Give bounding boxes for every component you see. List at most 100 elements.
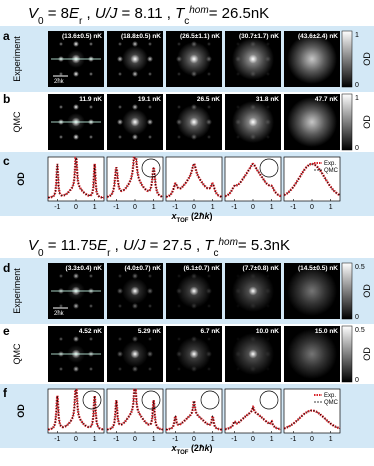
x-tick-label: 1 <box>93 436 97 443</box>
axis-label-part: ħk <box>199 443 210 453</box>
interference-peak <box>59 42 63 46</box>
row-label: QMC <box>12 343 22 364</box>
row-label: QMC <box>12 111 22 132</box>
interference-peak <box>117 119 123 125</box>
interference-peak <box>89 135 93 139</box>
interference-peak <box>265 119 271 125</box>
interference-peak <box>118 367 122 371</box>
interference-peak <box>132 41 138 47</box>
interference-peak <box>191 336 197 342</box>
x-tick-label: 1 <box>329 204 333 211</box>
colorbar-tick: 1 <box>355 95 359 102</box>
colorbar <box>341 93 353 151</box>
interference-peak <box>189 286 199 296</box>
interference-peak <box>89 72 93 76</box>
temperature: (18.8±0.5) nK <box>121 33 161 40</box>
interference-peak <box>89 105 93 109</box>
interference-peak <box>250 336 256 342</box>
axis-label: OD <box>16 172 26 186</box>
title-part: r <box>79 16 83 27</box>
temperature: 10.0 nK <box>256 328 279 335</box>
scale-bar-label: 2ħk <box>54 79 65 85</box>
row-label: Experiment <box>12 36 22 82</box>
interference-peak <box>148 105 152 109</box>
panel-label: d <box>3 261 10 275</box>
interference-peak <box>236 135 240 139</box>
temperature: 47.7 nK <box>315 96 338 103</box>
interference-peak <box>73 336 79 342</box>
interference-peak <box>250 134 256 140</box>
colorbar <box>341 325 353 383</box>
title-part: c <box>184 16 189 27</box>
qmc-profile <box>224 406 282 430</box>
interference-peak <box>248 117 258 127</box>
axis-label-part: (2 <box>188 443 199 453</box>
interference-peak <box>148 367 152 371</box>
interference-peak <box>176 56 182 62</box>
interference-peak <box>148 135 152 139</box>
x-tick-label: 0 <box>310 204 314 211</box>
interference-peak <box>265 56 271 62</box>
interference-peak <box>236 274 240 278</box>
panel-label: c <box>3 154 10 168</box>
interference-peak <box>73 104 79 110</box>
interference-peak <box>148 72 152 76</box>
interference-peak <box>118 337 122 341</box>
axis-label-part: TOF <box>177 218 189 224</box>
colorbar-tick: 0.5 <box>355 264 365 271</box>
colorbar-label: OD <box>362 347 372 361</box>
x-tick-label: 0 <box>133 204 137 211</box>
interference-peak <box>236 367 240 371</box>
x-tick-label: -1 <box>172 204 178 211</box>
x-tick-label: 1 <box>211 204 215 211</box>
temperature: 26.5 nK <box>197 96 220 103</box>
interference-peak <box>250 303 256 309</box>
interference-peak <box>266 105 270 109</box>
diffuse-cloud <box>287 329 337 379</box>
interference-peak <box>118 274 122 278</box>
axis-label: xTOF (2ħk) <box>171 443 213 456</box>
interference-peak <box>132 71 138 77</box>
interference-peak <box>177 105 181 109</box>
interference-peak <box>191 273 197 279</box>
axis-label-part: x <box>171 211 178 221</box>
x-tick-label: 0 <box>192 436 196 443</box>
interference-peak <box>59 274 63 278</box>
interference-peak <box>117 56 123 62</box>
interference-peak <box>73 273 79 279</box>
interference-peak <box>89 367 93 371</box>
interference-peak <box>177 135 181 139</box>
interference-peak <box>73 303 79 309</box>
x-tick-label: 1 <box>270 436 274 443</box>
interference-peak <box>236 105 240 109</box>
zoom-inset <box>259 390 279 410</box>
interference-peak <box>266 42 270 46</box>
interference-peak <box>248 54 258 64</box>
interference-peak <box>148 42 152 46</box>
title-part: r <box>107 248 111 259</box>
x-tick-label: -1 <box>290 436 296 443</box>
colorbar <box>341 262 353 320</box>
zoom-inset <box>141 390 161 410</box>
x-tick-label: -1 <box>172 436 178 443</box>
interference-peak <box>250 273 256 279</box>
qmc-profile <box>106 157 164 198</box>
interference-peak <box>191 303 197 309</box>
qmc-profile <box>166 399 222 430</box>
title-part: V <box>28 5 40 22</box>
interference-peak <box>266 304 270 308</box>
experiment-profile <box>48 388 104 431</box>
x-tick-label: 0 <box>251 204 255 211</box>
temperature: (7.7±0.8) nK <box>243 265 280 272</box>
interference-peak <box>177 304 181 308</box>
interference-peak <box>207 274 211 278</box>
title-part: , <box>110 237 123 254</box>
interference-peak <box>59 367 63 371</box>
title-part: = 26.5nK <box>209 5 269 22</box>
scale-bar-label: 2ħk <box>54 311 65 317</box>
interference-peak <box>89 274 93 278</box>
interference-peak <box>265 351 271 357</box>
colorbar-tick: 0 <box>355 145 359 152</box>
